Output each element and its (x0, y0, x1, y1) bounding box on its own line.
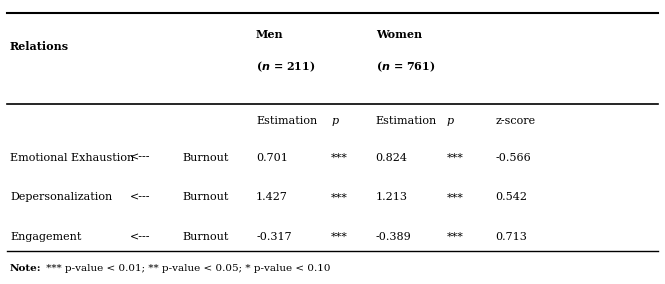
Text: Women: Women (376, 29, 422, 39)
Text: <---: <--- (130, 192, 150, 202)
Text: 0.824: 0.824 (376, 153, 408, 163)
Text: -0.566: -0.566 (495, 153, 531, 163)
Text: Depersonalization: Depersonalization (10, 192, 112, 202)
Text: <---: <--- (130, 153, 150, 163)
Text: Burnout: Burnout (183, 192, 229, 202)
Text: Burnout: Burnout (183, 232, 229, 242)
Text: Relations: Relations (10, 41, 69, 52)
Text: Burnout: Burnout (183, 153, 229, 163)
Text: *** p-value < 0.01; ** p-value < 0.05; * p-value < 0.10: *** p-value < 0.01; ** p-value < 0.05; *… (43, 264, 331, 273)
Text: Men: Men (256, 29, 284, 39)
Text: 1.427: 1.427 (256, 192, 288, 202)
Text: -0.317: -0.317 (256, 232, 292, 242)
Text: <---: <--- (130, 232, 150, 242)
Text: Estimation: Estimation (256, 116, 317, 126)
Text: ***: *** (447, 192, 464, 202)
Text: p: p (331, 116, 338, 126)
Text: Emotional Exhaustion: Emotional Exhaustion (10, 153, 134, 163)
Text: ($\bfit{n}$ = 211): ($\bfit{n}$ = 211) (256, 59, 316, 74)
Text: Estimation: Estimation (376, 116, 437, 126)
Text: z-score: z-score (495, 116, 535, 126)
Text: ***: *** (331, 192, 348, 202)
Text: 0.701: 0.701 (256, 153, 288, 163)
Text: ***: *** (331, 232, 348, 242)
Text: 0.713: 0.713 (495, 232, 527, 242)
Text: 0.542: 0.542 (495, 192, 527, 202)
Text: ***: *** (447, 153, 464, 163)
Text: ***: *** (447, 232, 464, 242)
Text: ($\bfit{n}$ = 761): ($\bfit{n}$ = 761) (376, 59, 436, 74)
Text: 1.213: 1.213 (376, 192, 408, 202)
Text: Engagement: Engagement (10, 232, 81, 242)
Text: p: p (447, 116, 454, 126)
Text: Note:: Note: (10, 264, 42, 273)
Text: ***: *** (331, 153, 348, 163)
Text: -0.389: -0.389 (376, 232, 412, 242)
